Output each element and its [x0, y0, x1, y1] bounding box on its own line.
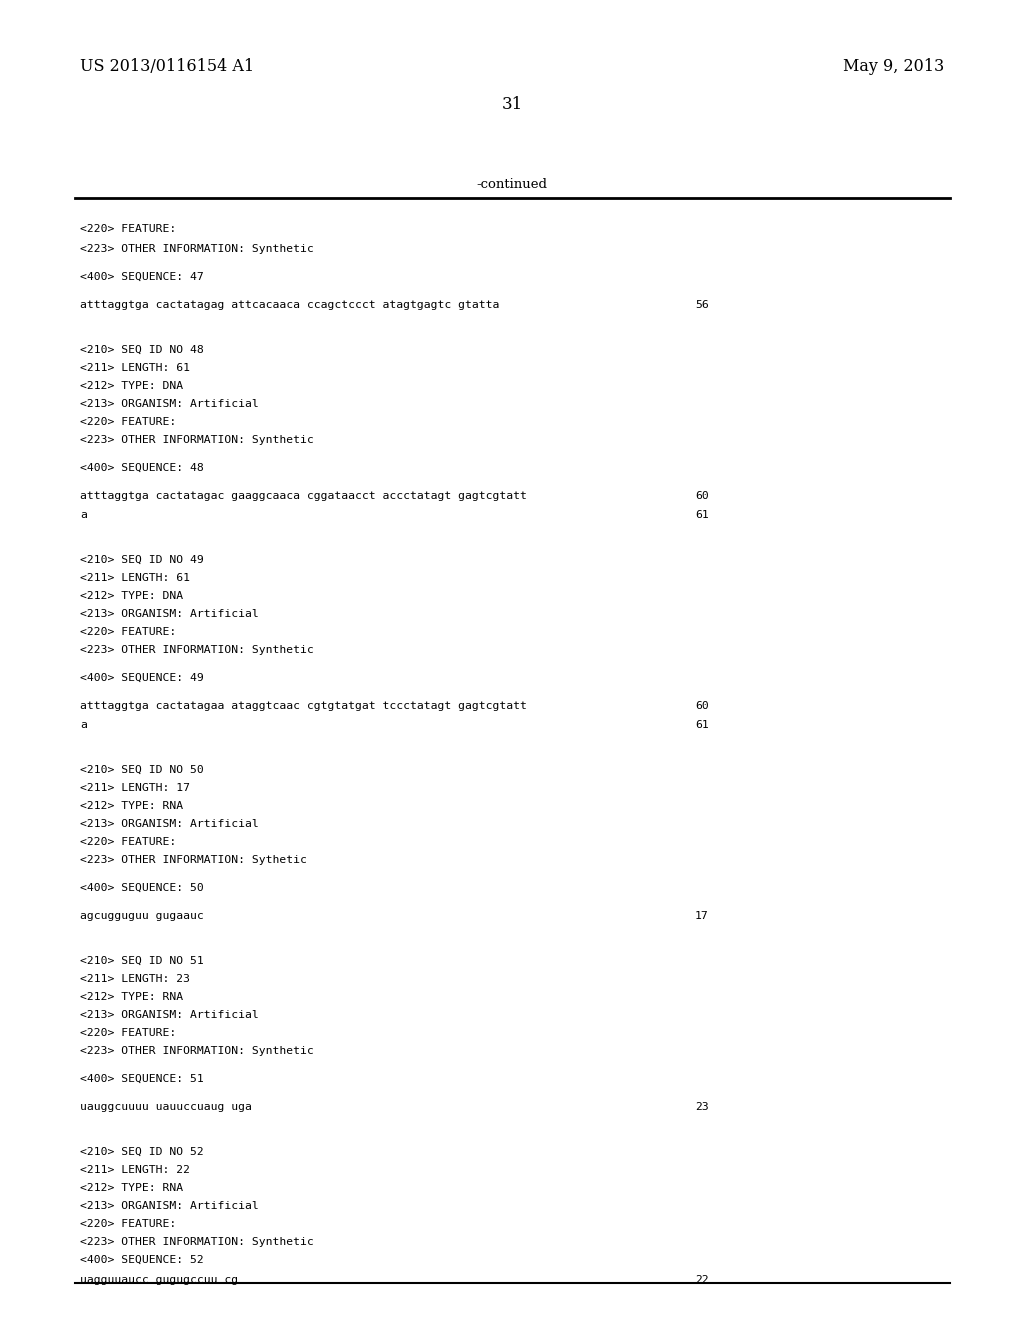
Text: <210> SEQ ID NO 49: <210> SEQ ID NO 49	[80, 554, 204, 565]
Text: <400> SEQUENCE: 48: <400> SEQUENCE: 48	[80, 463, 204, 473]
Text: US 2013/0116154 A1: US 2013/0116154 A1	[80, 58, 254, 75]
Text: <213> ORGANISM: Artificial: <213> ORGANISM: Artificial	[80, 609, 259, 619]
Text: <213> ORGANISM: Artificial: <213> ORGANISM: Artificial	[80, 399, 259, 409]
Text: 17: 17	[695, 911, 709, 921]
Text: agcugguguu gugaauc: agcugguguu gugaauc	[80, 911, 204, 921]
Text: <211> LENGTH: 22: <211> LENGTH: 22	[80, 1166, 190, 1175]
Text: <212> TYPE: RNA: <212> TYPE: RNA	[80, 801, 183, 810]
Text: <213> ORGANISM: Artificial: <213> ORGANISM: Artificial	[80, 818, 259, 829]
Text: <212> TYPE: RNA: <212> TYPE: RNA	[80, 993, 183, 1002]
Text: <212> TYPE: DNA: <212> TYPE: DNA	[80, 381, 183, 391]
Text: <400> SEQUENCE: 47: <400> SEQUENCE: 47	[80, 272, 204, 282]
Text: 56: 56	[695, 300, 709, 310]
Text: <211> LENGTH: 61: <211> LENGTH: 61	[80, 363, 190, 374]
Text: <223> OTHER INFORMATION: Synthetic: <223> OTHER INFORMATION: Synthetic	[80, 1237, 313, 1247]
Text: <220> FEATURE:: <220> FEATURE:	[80, 1028, 176, 1038]
Text: a: a	[80, 510, 87, 520]
Text: a: a	[80, 719, 87, 730]
Text: <223> OTHER INFORMATION: Synthetic: <223> OTHER INFORMATION: Synthetic	[80, 436, 313, 445]
Text: 61: 61	[695, 719, 709, 730]
Text: <211> LENGTH: 23: <211> LENGTH: 23	[80, 974, 190, 983]
Text: <220> FEATURE:: <220> FEATURE:	[80, 417, 176, 426]
Text: 23: 23	[695, 1102, 709, 1111]
Text: <210> SEQ ID NO 48: <210> SEQ ID NO 48	[80, 345, 204, 355]
Text: <213> ORGANISM: Artificial: <213> ORGANISM: Artificial	[80, 1201, 259, 1210]
Text: <223> OTHER INFORMATION: Synthetic: <223> OTHER INFORMATION: Synthetic	[80, 1045, 313, 1056]
Text: uagguuaucc gugugccuu cg: uagguuaucc gugugccuu cg	[80, 1275, 239, 1284]
Text: <223> OTHER INFORMATION: Sythetic: <223> OTHER INFORMATION: Sythetic	[80, 855, 307, 865]
Text: <210> SEQ ID NO 50: <210> SEQ ID NO 50	[80, 766, 204, 775]
Text: atttaggtga cactatagag attcacaaca ccagctccct atagtgagtc gtatta: atttaggtga cactatagag attcacaaca ccagctc…	[80, 300, 500, 310]
Text: <223> OTHER INFORMATION: Synthetic: <223> OTHER INFORMATION: Synthetic	[80, 645, 313, 655]
Text: <220> FEATURE:: <220> FEATURE:	[80, 837, 176, 847]
Text: <400> SEQUENCE: 51: <400> SEQUENCE: 51	[80, 1074, 204, 1084]
Text: <220> FEATURE:: <220> FEATURE:	[80, 1218, 176, 1229]
Text: <211> LENGTH: 61: <211> LENGTH: 61	[80, 573, 190, 583]
Text: <210> SEQ ID NO 52: <210> SEQ ID NO 52	[80, 1147, 204, 1158]
Text: uauggcuuuu uauuccuaug uga: uauggcuuuu uauuccuaug uga	[80, 1102, 252, 1111]
Text: May 9, 2013: May 9, 2013	[843, 58, 944, 75]
Text: <213> ORGANISM: Artificial: <213> ORGANISM: Artificial	[80, 1010, 259, 1020]
Text: atttaggtga cactatagaa ataggtcaac cgtgtatgat tccctatagt gagtcgtatt: atttaggtga cactatagaa ataggtcaac cgtgtat…	[80, 701, 527, 711]
Text: 60: 60	[695, 701, 709, 711]
Text: 61: 61	[695, 510, 709, 520]
Text: -continued: -continued	[476, 178, 548, 191]
Text: <211> LENGTH: 17: <211> LENGTH: 17	[80, 783, 190, 793]
Text: 60: 60	[695, 491, 709, 502]
Text: 31: 31	[502, 96, 522, 114]
Text: <400> SEQUENCE: 49: <400> SEQUENCE: 49	[80, 673, 204, 682]
Text: <212> TYPE: RNA: <212> TYPE: RNA	[80, 1183, 183, 1193]
Text: <210> SEQ ID NO 51: <210> SEQ ID NO 51	[80, 956, 204, 966]
Text: <220> FEATURE:: <220> FEATURE:	[80, 627, 176, 638]
Text: <212> TYPE: DNA: <212> TYPE: DNA	[80, 591, 183, 601]
Text: <223> OTHER INFORMATION: Synthetic: <223> OTHER INFORMATION: Synthetic	[80, 244, 313, 253]
Text: <400> SEQUENCE: 52: <400> SEQUENCE: 52	[80, 1255, 204, 1265]
Text: 22: 22	[695, 1275, 709, 1284]
Text: <220> FEATURE:: <220> FEATURE:	[80, 224, 176, 234]
Text: <400> SEQUENCE: 50: <400> SEQUENCE: 50	[80, 883, 204, 894]
Text: atttaggtga cactatagac gaaggcaaca cggataacct accctatagt gagtcgtatt: atttaggtga cactatagac gaaggcaaca cggataa…	[80, 491, 527, 502]
